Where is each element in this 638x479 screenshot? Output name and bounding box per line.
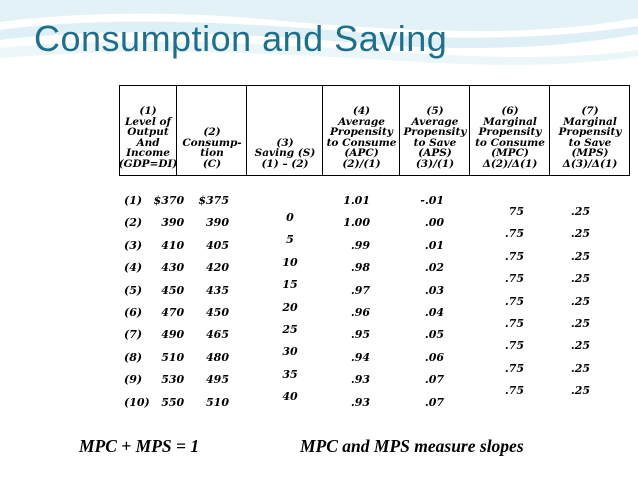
header-text-5: (5) Average Propensity to Save (APS) (3)…: [403, 105, 467, 170]
apc-cell: .98: [350, 261, 370, 275]
column-header-table: (1) Level of Output And Income (GDP=DI) …: [119, 85, 630, 176]
aps-cell: .04: [424, 306, 444, 319]
mps-cell: .25: [570, 294, 590, 308]
mpc-cell: .75: [504, 339, 524, 353]
header-cell-1: (1) Level of Output And Income (GDP=DI): [118, 86, 178, 175]
income-cell: (8) 510: [124, 350, 185, 364]
mpc-cell: .75: [504, 272, 524, 286]
mps-cell: .25: [570, 272, 590, 286]
aps-cell: .03: [424, 283, 444, 297]
apc-cell: .93: [350, 373, 370, 387]
header-text-6: (6) Marginal Propensity to Consume (MPC)…: [475, 105, 545, 170]
mpc-cell: .75: [504, 361, 524, 375]
saving-cell: 15: [282, 278, 298, 292]
income-cell: (3) 410: [124, 238, 185, 252]
mps-cell: .25: [570, 205, 590, 218]
consumption-cell: 465: [206, 328, 229, 342]
saving-cell: 20: [282, 300, 298, 314]
header-cell-2: (2) Consump- tion (C): [176, 86, 247, 175]
income-cell: (7) 490: [124, 328, 185, 342]
income-cell: (10) 550: [124, 395, 185, 409]
consumption-cell: 495: [206, 373, 229, 387]
aps-cell: .02: [424, 261, 444, 275]
saving-cell: 30: [282, 345, 298, 359]
mps-cell: .25: [570, 317, 590, 330]
aps-cell: .00: [424, 216, 444, 230]
consumption-cell: 510: [206, 395, 229, 409]
aps-cell: .01: [424, 238, 444, 252]
slide-title: Consumption and Saving: [34, 18, 448, 59]
apc-cell: .93: [350, 395, 370, 409]
header-cell-6: (6) Marginal Propensity to Consume (MPC)…: [469, 86, 550, 175]
mps-cell: .25: [570, 249, 590, 263]
mpc-cell: .75: [504, 317, 524, 330]
aps-cell: .05: [424, 328, 444, 342]
apc-cell: .96: [350, 306, 370, 319]
saving-cell: 40: [282, 390, 298, 404]
consumption-cell: 450: [206, 306, 229, 319]
mpc-cell: 75: [508, 205, 524, 218]
income-cell: (6) 470: [124, 306, 185, 319]
saving-cell: 5: [286, 233, 294, 247]
header-cell-5: (5) Average Propensity to Save (APS) (3)…: [399, 86, 470, 175]
header-text-1: (1) Level of Output And Income (GDP=DI): [118, 105, 178, 170]
consumption-cell: 390: [206, 216, 229, 230]
income-cell: (4) 430: [124, 261, 185, 275]
header-text-3: (3) Saving (S) (1) – (2): [254, 136, 316, 170]
mpc-cell: .75: [504, 249, 524, 263]
apc-cell: 1.00: [343, 216, 370, 230]
consumption-cell: 435: [206, 283, 229, 297]
slopes-note: MPC and MPS measure slopes: [300, 436, 524, 456]
consumption-cell: 405: [206, 238, 229, 252]
apc-cell: .94: [350, 350, 370, 364]
mpc-cell: .75: [504, 227, 524, 241]
header-cell-3: (3) Saving (S) (1) – (2): [246, 86, 323, 175]
header-text-4: (4) Average Propensity to Consume (APC) …: [326, 105, 397, 170]
consumption-cell: 420: [206, 261, 229, 275]
aps-cell: -.01: [420, 194, 444, 207]
aps-cell: .06: [424, 350, 444, 364]
income-cell: (5) 450: [124, 283, 185, 297]
mps-cell: .25: [570, 361, 590, 375]
mps-cell: .25: [570, 227, 590, 241]
saving-cell: 25: [282, 323, 298, 336]
income-cell: (2) 390: [124, 216, 185, 230]
apc-cell: 1.01: [343, 194, 370, 207]
mpc-mps-sum-note: MPC + MPS = 1: [79, 436, 200, 456]
aps-cell: .07: [424, 395, 444, 409]
mps-cell: .25: [570, 384, 590, 398]
income-cell: (1) $370: [124, 194, 185, 207]
mps-cell: .25: [570, 339, 590, 353]
saving-cell: 35: [282, 367, 298, 381]
header-text-2: (2) Consump- tion (C): [182, 126, 242, 170]
header-text-7: (7) Marginal Propensity to Save (MPS) Δ(…: [558, 105, 622, 170]
header-cell-4: (4) Average Propensity to Consume (APC) …: [322, 86, 400, 175]
saving-cell: 10: [282, 255, 298, 269]
income-cell: (9) 530: [124, 373, 185, 387]
apc-cell: .95: [350, 328, 370, 342]
aps-cell: .07: [424, 373, 444, 387]
apc-cell: .99: [350, 238, 370, 252]
apc-cell: .97: [350, 283, 370, 297]
mpc-cell: .75: [504, 384, 524, 398]
mpc-cell: .75: [504, 294, 524, 308]
consumption-cell: 480: [206, 350, 229, 364]
saving-cell: 0: [286, 211, 294, 224]
consumption-cell: $375: [198, 194, 229, 207]
header-cell-7: (7) Marginal Propensity to Save (MPS) Δ(…: [549, 86, 630, 175]
header-wave-decoration: [0, 0, 638, 65]
